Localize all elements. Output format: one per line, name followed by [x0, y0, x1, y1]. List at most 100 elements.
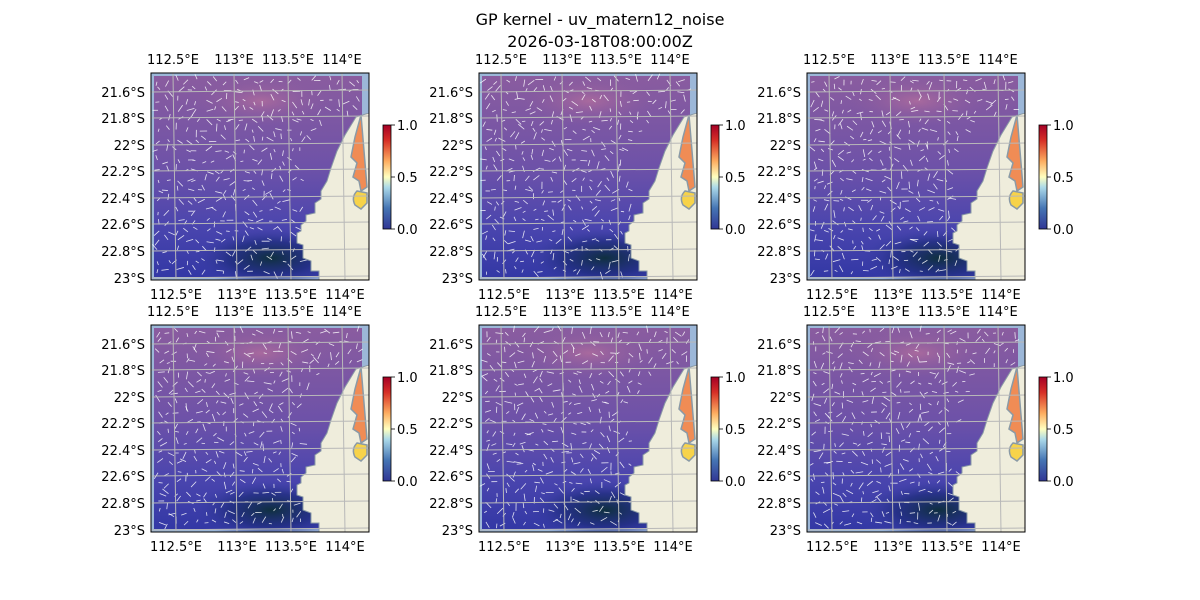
- current-vectors: [479, 325, 690, 529]
- lat-tick: 22.8°S: [757, 245, 801, 260]
- coastal-high-values: [1006, 114, 1024, 193]
- lon-tick-top: 113°E: [214, 305, 254, 320]
- colorbar-tick: 0.5: [725, 423, 746, 438]
- coastal-high-values: [350, 114, 368, 193]
- lat-tick: 22.8°S: [429, 497, 473, 512]
- colorbar: 0.0 0.5 1.0: [1038, 119, 1074, 238]
- lon-tick-top: 113°E: [870, 53, 910, 68]
- map-panel-2: 112.5°E 112.5°E 113°E 113°E 113.5°E 113.5°E 11…: [429, 53, 745, 303]
- lon-tick-top: 113.5°E: [262, 305, 314, 320]
- lon-tick-bottom: 112.5°E: [478, 288, 530, 303]
- lon-tick-bottom: 112.5°E: [478, 540, 530, 555]
- current-vectors: [809, 75, 1020, 276]
- map-frame: [478, 324, 698, 533]
- lat-tick: 22.4°S: [757, 192, 801, 207]
- colorbar: 0.0 0.5 1.0: [1038, 371, 1074, 490]
- map-panel-3: 112.5°E 112.5°E 113°E 113°E 113.5°E 113.5°E 11…: [757, 53, 1073, 303]
- lon-tick-bottom: 113°E: [545, 540, 585, 555]
- colorbar-tick: 1.0: [1053, 119, 1074, 134]
- colorbar-tick: 1.0: [397, 371, 418, 386]
- lon-tick-bottom: 112.5°E: [806, 540, 858, 555]
- lon-tick-top: 113.5°E: [918, 305, 970, 320]
- current-vectors: [809, 325, 1021, 529]
- map-panel-1: 112.5°E 112.5°E 113°E 113°E 113.5°E 113.5°E 11…: [101, 53, 417, 303]
- coastal-high-values: [678, 114, 696, 193]
- graticule: [151, 73, 369, 280]
- lat-tick: 22.2°S: [757, 417, 801, 432]
- coastal-high-values: [1006, 366, 1024, 445]
- lat-tick: 22°S: [114, 139, 145, 154]
- colorbar-tick: 0.0: [1053, 475, 1074, 490]
- colorbar-tick: 0.0: [1053, 223, 1074, 238]
- lat-tick: 22.6°S: [101, 470, 145, 485]
- map-frame: [478, 72, 698, 281]
- lat-tick: 23°S: [442, 272, 473, 287]
- map-frame: [150, 324, 370, 533]
- lat-tick: 21.8°S: [429, 364, 473, 379]
- colorbar-tick: 1.0: [1053, 371, 1074, 386]
- lon-tick-top: 113°E: [214, 53, 254, 68]
- lon-tick-bottom: 113°E: [873, 288, 913, 303]
- colorbar-tick: 0.0: [725, 475, 746, 490]
- lon-tick-top: 114°E: [978, 53, 1018, 68]
- lat-tick: 22.6°S: [101, 218, 145, 233]
- lat-tick: 22.6°S: [429, 218, 473, 233]
- lon-tick-bottom: 113°E: [545, 288, 585, 303]
- lat-tick: 22.2°S: [429, 165, 473, 180]
- lat-tick: 22.2°S: [757, 165, 801, 180]
- lon-tick-top: 113°E: [542, 305, 582, 320]
- lon-tick-bottom: 113.5°E: [265, 540, 317, 555]
- map-frame: [150, 72, 370, 281]
- lon-tick-top: 112.5°E: [147, 305, 199, 320]
- lat-tick: 21.8°S: [429, 112, 473, 127]
- graticule: [807, 73, 1025, 280]
- lat-tick: 22.8°S: [429, 245, 473, 260]
- lon-tick-top: 113°E: [870, 305, 910, 320]
- lat-tick: 21.8°S: [757, 364, 801, 379]
- lat-tick: 23°S: [770, 524, 801, 539]
- lat-tick: 21.8°S: [101, 112, 145, 127]
- lat-tick: 22.2°S: [101, 165, 145, 180]
- lon-tick-top: 114°E: [322, 305, 362, 320]
- lon-tick-bottom: 114°E: [325, 288, 365, 303]
- lon-tick-top: 114°E: [978, 305, 1018, 320]
- lat-tick: 22.4°S: [429, 444, 473, 459]
- lon-tick-top: 112.5°E: [803, 305, 855, 320]
- colorbar-tick: 0.0: [397, 223, 418, 238]
- colorbar: 0.0 0.5 1.0: [382, 371, 418, 490]
- lat-tick: 22.4°S: [757, 444, 801, 459]
- lon-tick-bottom: 113.5°E: [593, 288, 645, 303]
- coastal-high-values: [350, 366, 368, 445]
- lon-tick-bottom: 114°E: [325, 540, 365, 555]
- lat-tick: 22.4°S: [101, 192, 145, 207]
- lat-tick: 22.4°S: [429, 192, 473, 207]
- lat-tick: 21.6°S: [757, 86, 801, 101]
- coastal-high-values: [678, 366, 696, 445]
- lat-tick: 21.6°S: [429, 338, 473, 353]
- lat-tick: 23°S: [114, 524, 145, 539]
- lat-tick: 22.2°S: [101, 417, 145, 432]
- colorbar-tick: 0.5: [397, 171, 418, 186]
- lat-tick: 22°S: [114, 391, 145, 406]
- lon-tick-top: 114°E: [650, 53, 690, 68]
- lon-tick-top: 113.5°E: [590, 305, 642, 320]
- map-panel-4: 112.5°E 112.5°E 113°E 113°E 113.5°E 113.5°E 11…: [101, 305, 417, 555]
- lat-tick: 22°S: [442, 391, 473, 406]
- lat-tick: 21.6°S: [101, 86, 145, 101]
- lon-tick-bottom: 113.5°E: [593, 540, 645, 555]
- current-vectors: [153, 325, 363, 530]
- colorbar-tick: 0.0: [725, 223, 746, 238]
- lat-tick: 22.8°S: [757, 497, 801, 512]
- lat-tick: 21.6°S: [101, 338, 145, 353]
- lon-tick-bottom: 112.5°E: [150, 540, 202, 555]
- colorbar: 0.0 0.5 1.0: [710, 371, 746, 490]
- lon-tick-top: 112.5°E: [147, 53, 199, 68]
- lon-tick-top: 113°E: [542, 53, 582, 68]
- colorbar-tick: 1.0: [725, 371, 746, 386]
- lat-tick: 22.4°S: [101, 444, 145, 459]
- lon-tick-bottom: 114°E: [981, 288, 1021, 303]
- graticule: [807, 325, 1025, 532]
- lat-tick: 22.6°S: [757, 470, 801, 485]
- lon-tick-top: 113.5°E: [590, 53, 642, 68]
